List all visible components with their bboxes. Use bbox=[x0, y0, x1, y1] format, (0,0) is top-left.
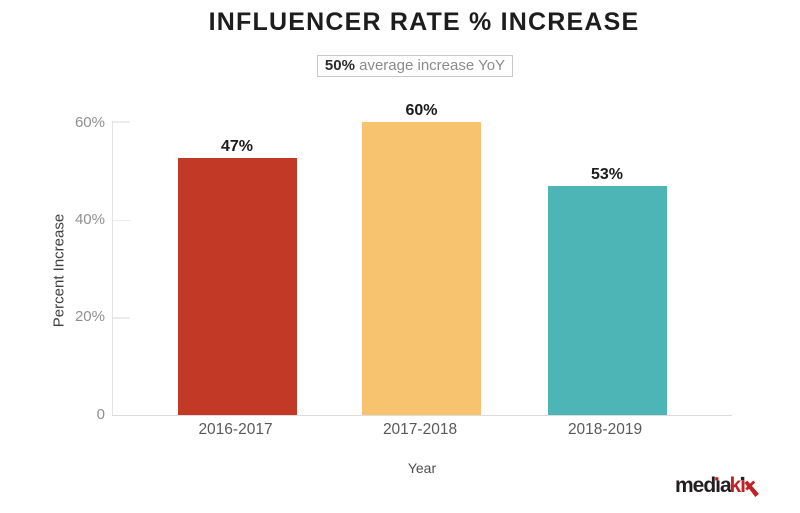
svg-text:medıa: medıa bbox=[675, 474, 732, 497]
